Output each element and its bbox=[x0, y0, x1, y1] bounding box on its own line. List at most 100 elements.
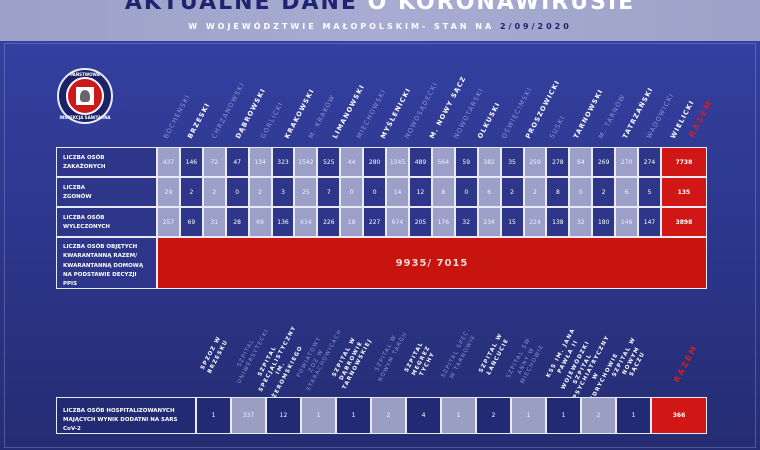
table-cell: 382 bbox=[478, 148, 502, 176]
table-row-recovered: LICZBA OSÓB WYLECZONYCH 257 69 31 28 69 136 614… bbox=[57, 208, 706, 238]
table-cell: 674 bbox=[387, 208, 410, 236]
total-cell: 135 bbox=[661, 178, 706, 206]
table-cell: 489 bbox=[409, 148, 433, 176]
table-cell: 280 bbox=[364, 148, 388, 176]
table-cell: 12 bbox=[267, 398, 302, 433]
table-cell: 1 bbox=[302, 398, 337, 433]
page-subtitle: W WOJEWÓDZTWIE MAŁOPOLSKIM- STAN NA 2/09… bbox=[188, 22, 572, 31]
row-label: LICZBA OSÓB ZAKAŻONYCH bbox=[57, 148, 158, 176]
page-title: AKTUALNE DANE O KORONAWIRUSIE bbox=[124, 0, 636, 15]
table-cell: 44 bbox=[341, 148, 365, 176]
table-cell: 0 bbox=[226, 178, 250, 206]
table-cell: 269 bbox=[593, 148, 617, 176]
table-cell: 180 bbox=[593, 208, 617, 236]
table-cell: 147 bbox=[639, 208, 662, 236]
table-cell: 8 bbox=[547, 178, 571, 206]
table-cell: 278 bbox=[547, 148, 571, 176]
table-cell: 437 bbox=[158, 148, 181, 176]
table-cell: 5 bbox=[639, 178, 662, 206]
table-cell: 205 bbox=[409, 208, 433, 236]
table-cell: 323 bbox=[272, 148, 296, 176]
table-cell: 72 bbox=[203, 148, 227, 176]
table-cell: 8 bbox=[432, 178, 456, 206]
table-cell: 32 bbox=[455, 208, 479, 236]
table-row-quarantine: LICZBA OSÓB OBJĘTYCH KWARANTANNĄ RAZEM/ … bbox=[57, 238, 706, 288]
table-cell: 226 bbox=[318, 208, 342, 236]
table-cell: 31 bbox=[203, 208, 227, 236]
table-cell: 234 bbox=[478, 208, 502, 236]
table-cell: 227 bbox=[364, 208, 388, 236]
table-cell: 564 bbox=[432, 148, 456, 176]
table-cell: 25 bbox=[295, 178, 319, 206]
table-row-infected: LICZBA OSÓB ZAKAŻONYCH 437 146 72 47 134 323 15… bbox=[57, 148, 706, 178]
table-cell: 0 bbox=[341, 178, 365, 206]
table-cell: 1 bbox=[617, 398, 652, 433]
table-cell: 3 bbox=[272, 178, 296, 206]
table-cell: 146 bbox=[616, 208, 640, 236]
table-cell: 136 bbox=[272, 208, 296, 236]
table-cell: 69 bbox=[249, 208, 273, 236]
row-label: LICZBA OSÓB OBJĘTYCH KWARANTANNĄ RAZEM/ … bbox=[57, 238, 158, 288]
table-cell: 0 bbox=[455, 178, 479, 206]
table-cell: 2 bbox=[372, 398, 407, 433]
table-cell: 12 bbox=[409, 178, 433, 206]
table-cell: 274 bbox=[639, 148, 662, 176]
table-cell: 176 bbox=[432, 208, 456, 236]
table-cell: 2 bbox=[582, 398, 617, 433]
table-cell: 2 bbox=[524, 178, 548, 206]
table-cell: 1 bbox=[442, 398, 477, 433]
row-label: LICZBA ZGONÓW bbox=[57, 178, 158, 206]
header-banner: AKTUALNE DANE O KORONAWIRUSIE W WOJEWÓDZ… bbox=[0, 0, 760, 41]
table-cell: 1 bbox=[547, 398, 582, 433]
row-label: LICZBA OSÓB WYLECZONYCH bbox=[57, 208, 158, 236]
table-cell: 525 bbox=[318, 148, 342, 176]
total-cell: 7738 bbox=[661, 148, 706, 176]
total-cell: 3898 bbox=[661, 208, 706, 236]
table-cell: 7 bbox=[318, 178, 342, 206]
table-cell: 337 bbox=[232, 398, 267, 433]
table-cell: 0 bbox=[364, 178, 388, 206]
table-cell: 69 bbox=[180, 208, 204, 236]
hospital-stats-table: LICZBA OSÓB HOSPITALIZOWANYCH MAJĄCYCH WY… bbox=[56, 397, 707, 434]
table-cell: 35 bbox=[501, 148, 525, 176]
table-cell: 1 bbox=[512, 398, 547, 433]
table-cell: 2 bbox=[501, 178, 525, 206]
table-cell: 2 bbox=[477, 398, 512, 433]
district-stats-table: LICZBA OSÓB ZAKAŻONYCH 437 146 72 47 134 323 15… bbox=[56, 147, 707, 289]
quarantine-value: 9935/ 7015 bbox=[158, 238, 706, 288]
table-cell: 270 bbox=[616, 148, 640, 176]
table-cell: 15 bbox=[501, 208, 525, 236]
table-cell: 47 bbox=[226, 148, 250, 176]
table-cell: 6 bbox=[616, 178, 640, 206]
table-cell: 1 bbox=[197, 398, 232, 433]
table-cell: 614 bbox=[295, 208, 319, 236]
panel-frame bbox=[4, 43, 756, 448]
total-cell: 366 bbox=[652, 398, 706, 433]
table-cell: 64 bbox=[570, 148, 594, 176]
table-row-deaths: LICZBA ZGONÓW 29 2 2 0 2 3 25 7 0 0 14 12 8 0 6 2 2 8 0 2 6 5 1… bbox=[57, 178, 706, 208]
table-cell: 138 bbox=[547, 208, 571, 236]
report-date: 2/09/2020 bbox=[499, 22, 572, 31]
table-cell: 2 bbox=[249, 178, 273, 206]
table-cell: 1 bbox=[337, 398, 372, 433]
table-cell: 1542 bbox=[295, 148, 319, 176]
table-cell: 146 bbox=[180, 148, 204, 176]
table-cell: 18 bbox=[341, 208, 365, 236]
table-cell: 2 bbox=[180, 178, 204, 206]
table-cell: 257 bbox=[158, 208, 181, 236]
table-cell: 6 bbox=[478, 178, 502, 206]
table-cell: 134 bbox=[249, 148, 273, 176]
sanitary-inspection-logo-icon: PAŃSTWOWA INSPEKCJA SANITARNA bbox=[57, 68, 113, 124]
table-cell: 2 bbox=[593, 178, 617, 206]
table-cell: 59 bbox=[455, 148, 479, 176]
table-cell: 28 bbox=[226, 208, 250, 236]
row-label: LICZBA OSÓB HOSPITALIZOWANYCH MAJĄCYCH WY… bbox=[57, 398, 197, 433]
table-cell: 14 bbox=[387, 178, 410, 206]
table-cell: 29 bbox=[158, 178, 181, 206]
table-cell: 224 bbox=[524, 208, 548, 236]
table-cell: 0 bbox=[570, 178, 594, 206]
table-cell: 32 bbox=[570, 208, 594, 236]
eagle-emblem-icon bbox=[80, 90, 90, 102]
table-cell: 259 bbox=[524, 148, 548, 176]
table-cell: 2 bbox=[203, 178, 227, 206]
